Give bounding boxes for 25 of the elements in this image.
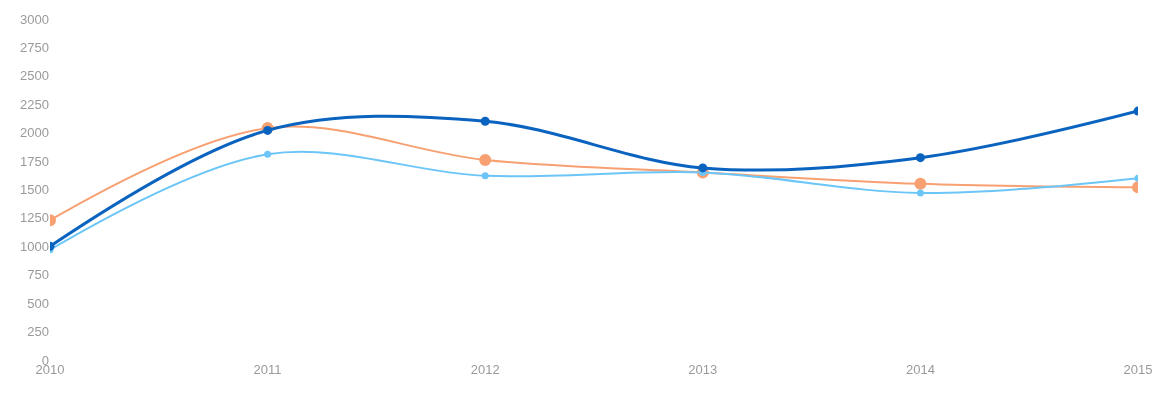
y-tick-label: 2500	[20, 68, 49, 84]
point	[915, 153, 925, 163]
y-tick-label: 2250	[20, 96, 49, 112]
y-tick-label: 2000	[20, 125, 49, 141]
y-tick-label: 750	[27, 267, 49, 283]
x-tick-label: 2015	[1123, 362, 1153, 377]
point	[479, 153, 492, 166]
y-tick-label: 2750	[20, 39, 49, 55]
y-tick-label: 1250	[20, 210, 49, 226]
point	[698, 163, 708, 173]
x-tick-label: 2014	[905, 362, 935, 377]
x-tick-label: 2011	[253, 362, 282, 377]
y-tick-label: 1750	[20, 153, 49, 169]
point	[914, 177, 927, 190]
y-tick-label: 3000	[20, 11, 49, 27]
point	[480, 116, 490, 126]
x-tick-label: 2013	[688, 362, 718, 377]
y-tick-label: 250	[27, 324, 49, 340]
y-tick-label: 1500	[20, 182, 49, 198]
point	[264, 150, 272, 158]
y-tick-label: 1000	[20, 238, 49, 254]
point	[916, 189, 924, 197]
y-tick-label: 500	[27, 295, 49, 311]
point	[481, 172, 489, 180]
x-tick-label: 2012	[470, 362, 500, 377]
